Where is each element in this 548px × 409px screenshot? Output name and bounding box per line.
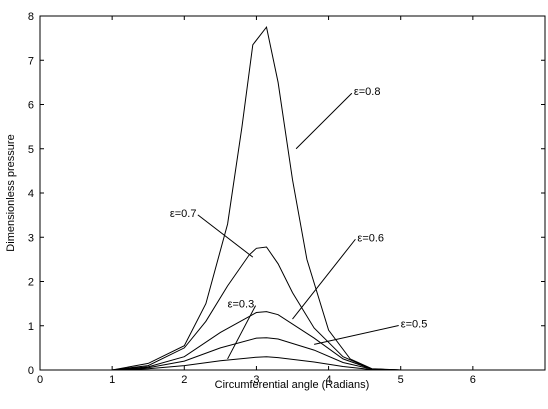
series-label: ε=0.8 [354,86,381,98]
y-tick-label: 3 [28,232,34,244]
axis-ticks: 0 1 2 3 4 5 6 0 1 2 3 4 5 6 7 8 [28,11,545,386]
x-tick-label: 1 [109,374,115,386]
leader-line [197,214,254,258]
y-axis-title: Dimensionless pressure [5,134,17,251]
x-axis-title: Circumferential angle (Radians) [215,379,370,391]
series-label: ε=0.7 [170,208,197,220]
y-tick-label: 7 [28,55,34,67]
x-tick-label: 0 [37,374,43,386]
y-tick-label: 1 [28,321,34,333]
series-line-eps-08 [40,25,545,371]
y-tick-label: 2 [28,277,34,289]
leader-line [292,238,356,320]
leader-line [227,305,257,360]
series-curves [40,25,545,371]
series-label: ε=0.3 [228,299,255,311]
leader-line [314,325,399,345]
series-label: ε=0.6 [357,232,384,244]
y-tick-label: 6 [28,100,34,112]
x-tick-label: 3 [253,374,259,386]
plot-area [39,15,546,371]
x-tick-label: 6 [470,374,476,386]
y-tick-label: 5 [28,144,34,156]
y-tick-label: 0 [28,365,34,377]
x-tick-label: 4 [326,374,332,386]
x-tick-label: 2 [181,374,187,386]
x-tick-label: 5 [398,374,404,386]
leader-line [295,92,353,150]
series-label: ε=0.5 [401,319,428,331]
series-line-eps-07 [40,246,545,371]
series-annotations: ε=0.3 ε=0.5 ε=0.6 ε=0.7 ε=0.8 [170,86,428,360]
y-tick-label: 4 [28,188,34,200]
y-tick-label: 8 [28,11,34,23]
